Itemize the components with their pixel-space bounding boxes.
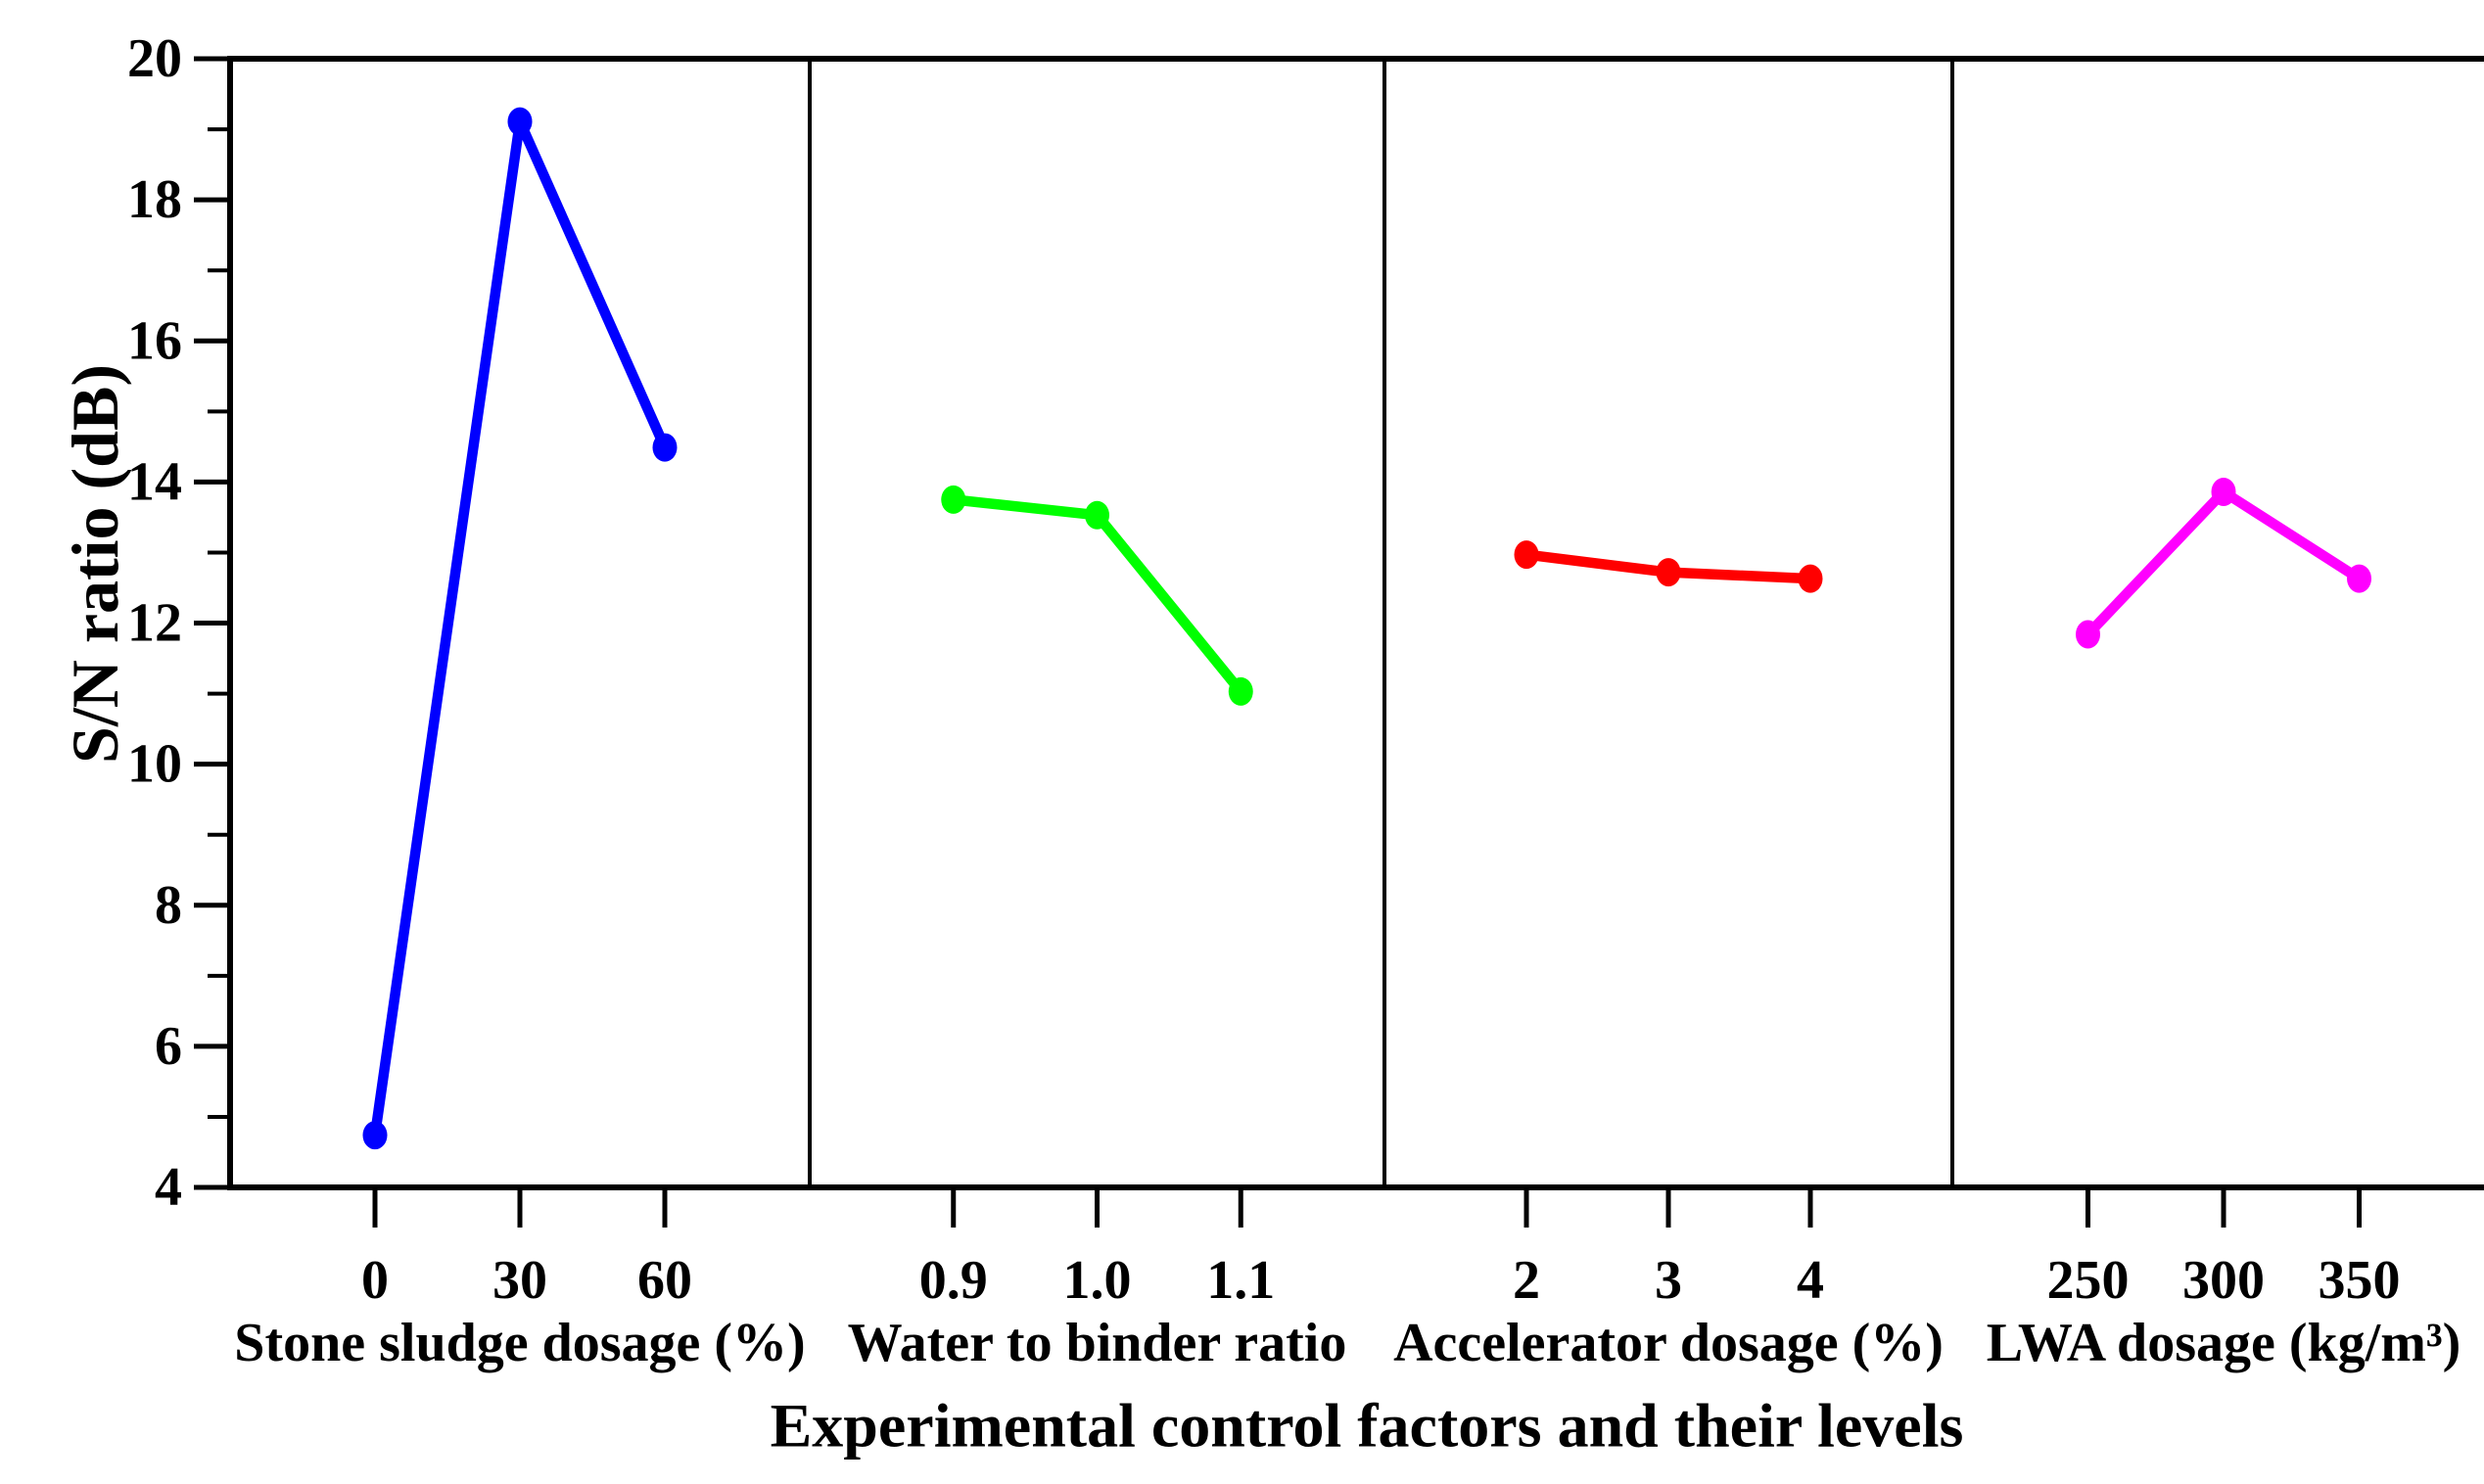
accelerator-dosage-data-point [1798, 564, 1823, 593]
lwa-dosage-data-point [2076, 620, 2100, 649]
stone-sludge-dosage-data-point [362, 1121, 388, 1150]
lwa-dosage-level-label: 250 [2047, 1250, 2130, 1311]
stone-sludge-dosage-axis-title: Stone sludge dosage (%) [234, 1313, 805, 1373]
water-to-binder-ratio-data-point [941, 485, 966, 514]
stone-sludge-dosage-level-label: 0 [361, 1250, 389, 1311]
lwa-dosage-level-label: 350 [2319, 1250, 2401, 1311]
y-axis-tick-label: 10 [127, 734, 182, 795]
stone-sludge-dosage-level-label: 60 [637, 1250, 692, 1311]
accelerator-dosage-data-point [1514, 540, 1539, 570]
lwa-dosage-level-label: 300 [2182, 1250, 2265, 1311]
water-to-binder-ratio-axis-title: Water to binder ratio [848, 1313, 1347, 1373]
y-axis-tick-label: 14 [127, 451, 182, 512]
lwa-dosage-data-point [2347, 564, 2371, 593]
y-axis-tick-label: 18 [127, 169, 182, 230]
x-axis-title: Experimental control factors and their l… [771, 1391, 1964, 1461]
accelerator-dosage-axis-title: Accelerator dosage (%) [1393, 1313, 1944, 1373]
water-to-binder-ratio-data-point [1228, 676, 1253, 706]
y-axis-tick-label: 4 [155, 1157, 182, 1218]
stone-sludge-dosage-series-line [369, 116, 671, 1140]
taguchi-sn-ratio-chart: 4 6 8 10 12 14 16 18 20 S/N ratio (dB) 0 30 60 Stone … [39, 16, 2484, 1468]
lwa-dosage-data-point [2211, 477, 2236, 506]
y-axis-title: S/N ratio (dB) [58, 364, 132, 764]
water-to-binder-ratio-level-label: 1.0 [1063, 1250, 1132, 1311]
water-to-binder-ratio-data-point [1085, 500, 1109, 530]
y-axis-tick-label: 6 [155, 1016, 182, 1077]
water-to-binder-ratio-level-label: 0.9 [919, 1250, 988, 1311]
lwa-dosage-axis-title: LWA dosage (kg/m³) [1987, 1313, 2461, 1373]
stone-sludge-dosage-level-label: 30 [492, 1250, 547, 1311]
lwa-dosage-series-line [2083, 487, 2365, 640]
accelerator-dosage-level-label: 2 [1513, 1250, 1540, 1311]
y-axis-tick-label: 12 [127, 593, 182, 654]
y-axis-tick-label: 16 [127, 310, 182, 371]
y-axis-tick-label: 8 [155, 875, 182, 936]
stone-sludge-dosage-data-point [507, 107, 533, 136]
stone-sludge-dosage-data-point [652, 433, 678, 462]
accelerator-dosage-level-label: 4 [1797, 1250, 1824, 1311]
accelerator-dosage-data-point [1656, 558, 1681, 587]
chart-canvas: 4 6 8 10 12 14 16 18 20 S/N ratio (dB) 0 30 60Stone … [58, 28, 2484, 1461]
accelerator-dosage-level-label: 3 [1655, 1250, 1682, 1311]
y-axis-tick-label: 20 [127, 28, 182, 89]
water-to-binder-ratio-level-label: 1.1 [1206, 1250, 1275, 1311]
